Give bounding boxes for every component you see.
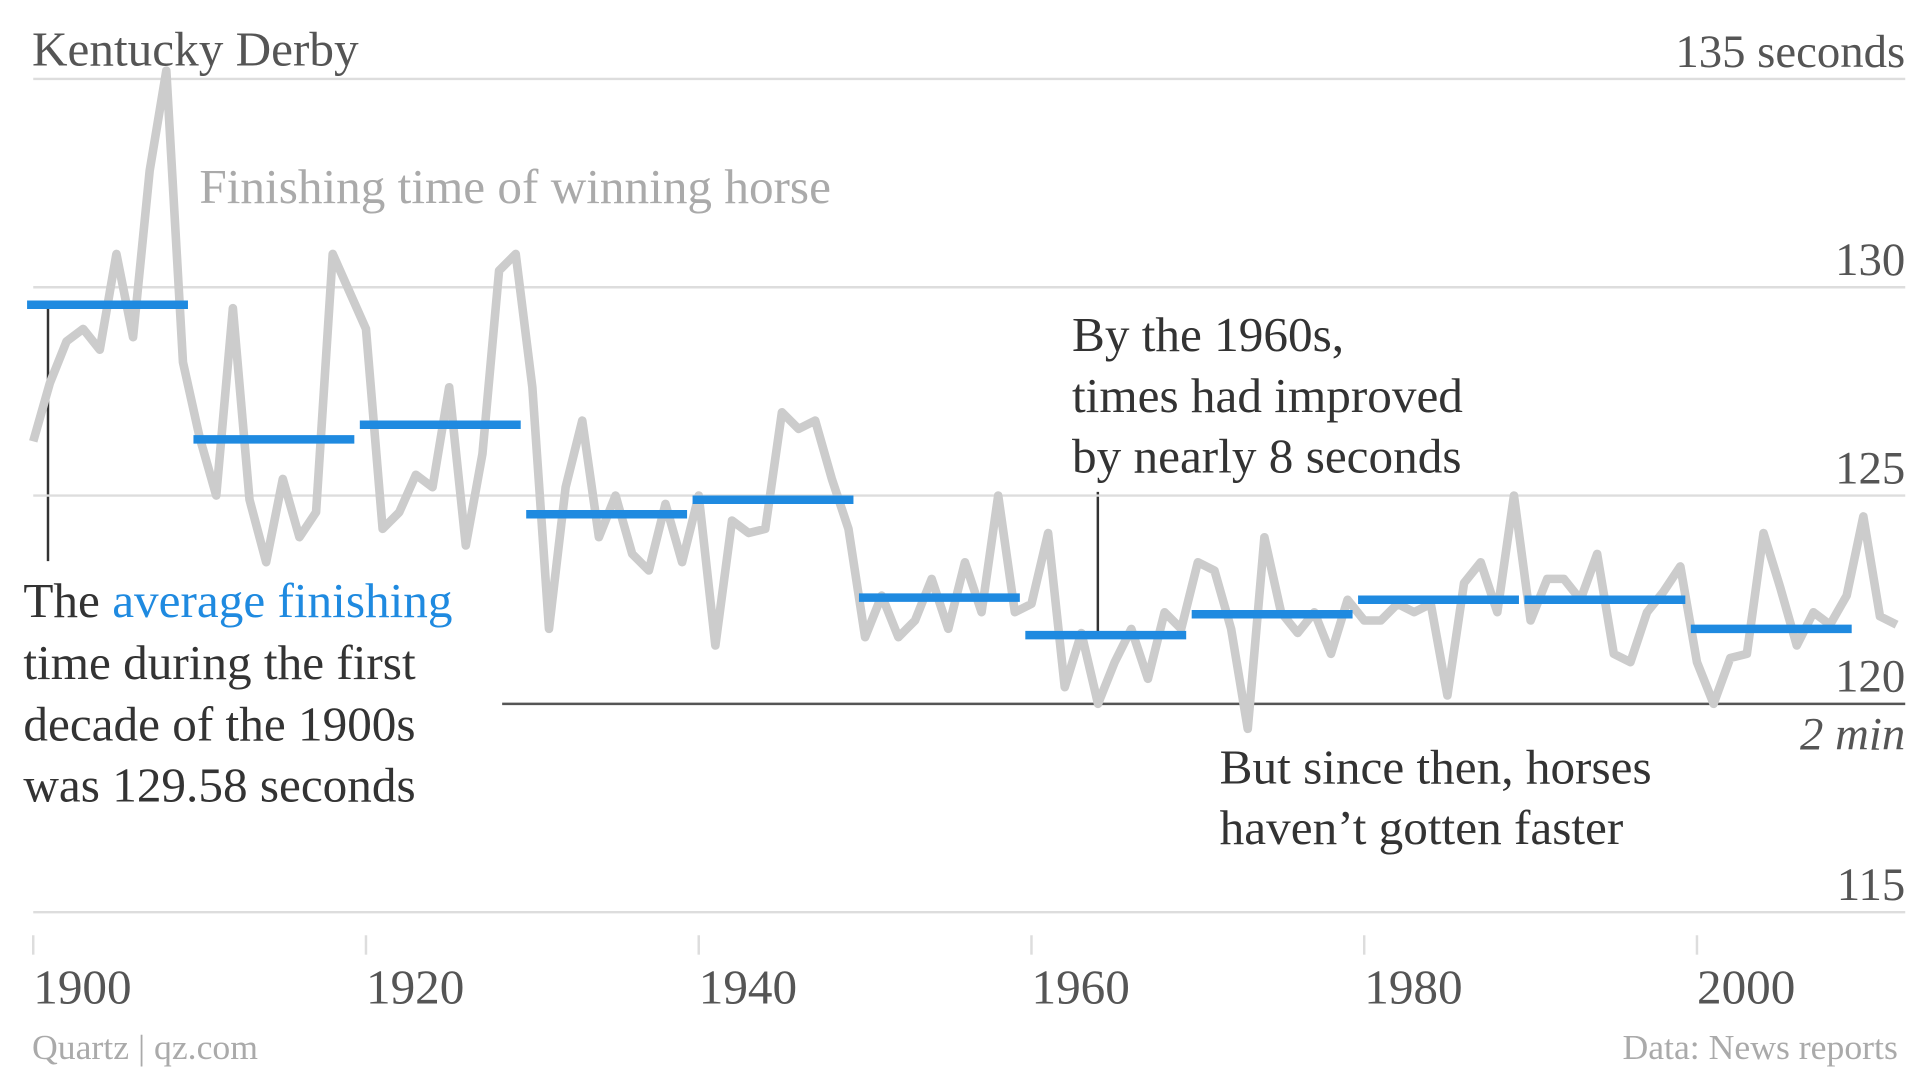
annotation: decade of the 1900s bbox=[23, 697, 415, 752]
annotation-highlight: average finishing bbox=[112, 573, 452, 628]
line bbox=[29, 66, 1899, 734]
annotation: By the 1960s, bbox=[1072, 307, 1344, 362]
x-tick-label: 1900 bbox=[33, 960, 131, 1015]
x-tick-label: 1940 bbox=[699, 960, 797, 1015]
annotations: The average finishing time during the firs… bbox=[23, 307, 1651, 855]
y-tick-label: 120 bbox=[1835, 652, 1905, 703]
chart-subtitle: Finishing time of winning horse bbox=[199, 159, 831, 214]
x-tick-label: 2000 bbox=[1697, 960, 1795, 1015]
annotation: by nearly 8 seconds bbox=[1072, 429, 1462, 484]
y-note: 2 min bbox=[1800, 710, 1905, 761]
x-tick-label: 1960 bbox=[1031, 960, 1129, 1015]
annotation: time during the first bbox=[23, 635, 416, 690]
y-tick-label: 135 seconds bbox=[1675, 27, 1905, 78]
x-tick-label: 1920 bbox=[366, 960, 464, 1015]
x-tick-label: 1980 bbox=[1364, 960, 1462, 1015]
y-tick-label: 115 bbox=[1837, 860, 1905, 911]
annotation: The average finishing bbox=[23, 573, 452, 628]
annotation: was 129.58 seconds bbox=[23, 758, 415, 813]
y-tick-label: 125 bbox=[1835, 444, 1905, 495]
chart-title: Kentucky Derby bbox=[32, 22, 359, 77]
annotation: times had improved bbox=[1072, 368, 1463, 423]
credit: Data: News reports bbox=[1622, 1027, 1897, 1067]
annotation: But since then, horses bbox=[1220, 740, 1652, 795]
annotation: haven’t gotten faster bbox=[1220, 800, 1624, 855]
y-tick-label: 130 bbox=[1835, 235, 1905, 286]
annotation-text: The bbox=[23, 573, 100, 628]
source: Quartz | qz.com bbox=[32, 1027, 258, 1067]
